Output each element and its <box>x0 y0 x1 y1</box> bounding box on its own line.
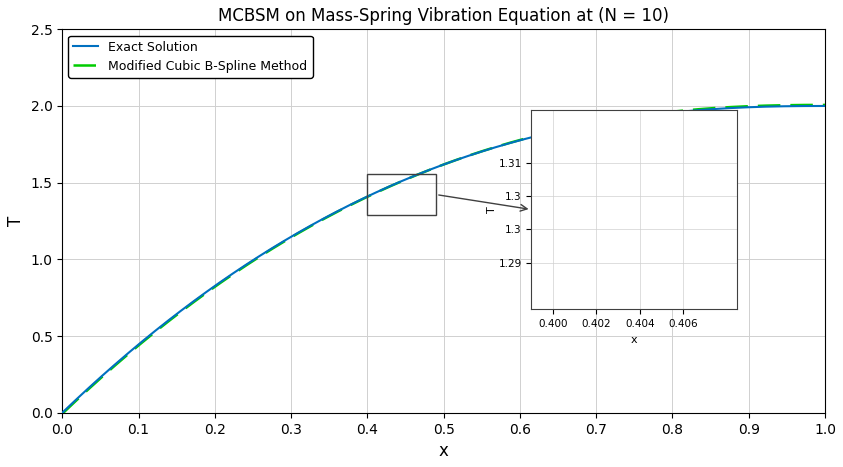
Exact Solution <box>190 298 200 304</box>
Exact Solution <box>722 106 733 111</box>
Bar <box>368 174 436 215</box>
Line: Exact Solution: Exact Solution <box>62 106 825 413</box>
Exact Solution <box>350 200 360 205</box>
Modified Cubic B-Spline Method <box>820 102 830 108</box>
Legend: Exact Solution, Modified Cubic B-Spline Method: Exact Solution, Modified Cubic B-Spline … <box>68 35 313 78</box>
Exact Solution <box>820 103 830 109</box>
Exact Solution <box>805 103 815 109</box>
Modified Cubic B-Spline Method <box>190 299 200 304</box>
X-axis label: x: x <box>438 442 448 460</box>
Title: MCBSM on Mass-Spring Vibration Equation at (N = 10): MCBSM on Mass-Spring Vibration Equation … <box>218 7 669 25</box>
Line: Modified Cubic B-Spline Method: Modified Cubic B-Spline Method <box>62 105 825 414</box>
Modified Cubic B-Spline Method <box>722 105 733 110</box>
Exact Solution <box>57 410 67 416</box>
Modified Cubic B-Spline Method <box>350 200 360 206</box>
Exact Solution <box>383 184 393 190</box>
Y-axis label: T: T <box>7 216 25 226</box>
Exact Solution <box>144 333 154 339</box>
Modified Cubic B-Spline Method <box>57 411 67 417</box>
Modified Cubic B-Spline Method <box>383 184 393 190</box>
Modified Cubic B-Spline Method <box>144 334 154 340</box>
Modified Cubic B-Spline Method <box>805 102 815 108</box>
